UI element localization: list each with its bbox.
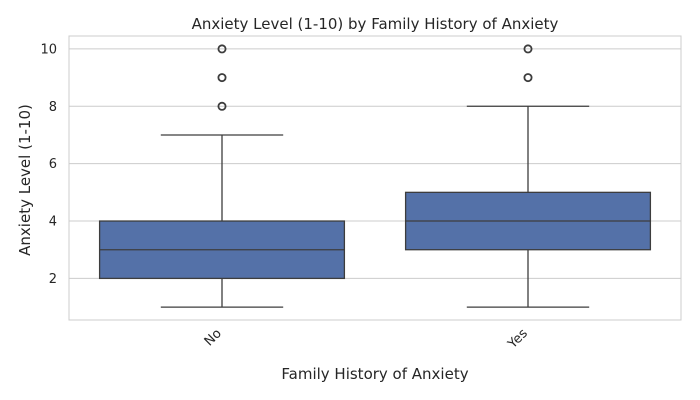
x-tick-label: Yes <box>505 326 531 352</box>
outlier-point <box>217 101 227 111</box>
box-group-no <box>98 44 346 308</box>
outlier-point <box>217 44 227 54</box>
plot-frame <box>68 35 682 321</box>
y-tick-label: 2 <box>49 272 57 287</box>
y-tick-label: 4 <box>49 215 57 230</box>
x-tick-label: No <box>202 326 225 349</box>
y-tick-label: 6 <box>49 157 57 172</box>
outlier-point <box>217 73 227 83</box>
outlier-point <box>523 73 533 83</box>
y-axis-label: Anxiety Level (1-10) <box>16 104 34 256</box>
y-tick-label: 8 <box>49 100 57 115</box>
y-tick-label: 10 <box>40 42 57 57</box>
chart-title: Anxiety Level (1-10) by Family History o… <box>192 15 559 33</box>
x-axis-label: Family History of Anxiety <box>281 365 468 383</box>
outlier-point <box>523 44 533 54</box>
box-group-yes <box>404 44 652 308</box>
box-layer <box>98 44 652 308</box>
